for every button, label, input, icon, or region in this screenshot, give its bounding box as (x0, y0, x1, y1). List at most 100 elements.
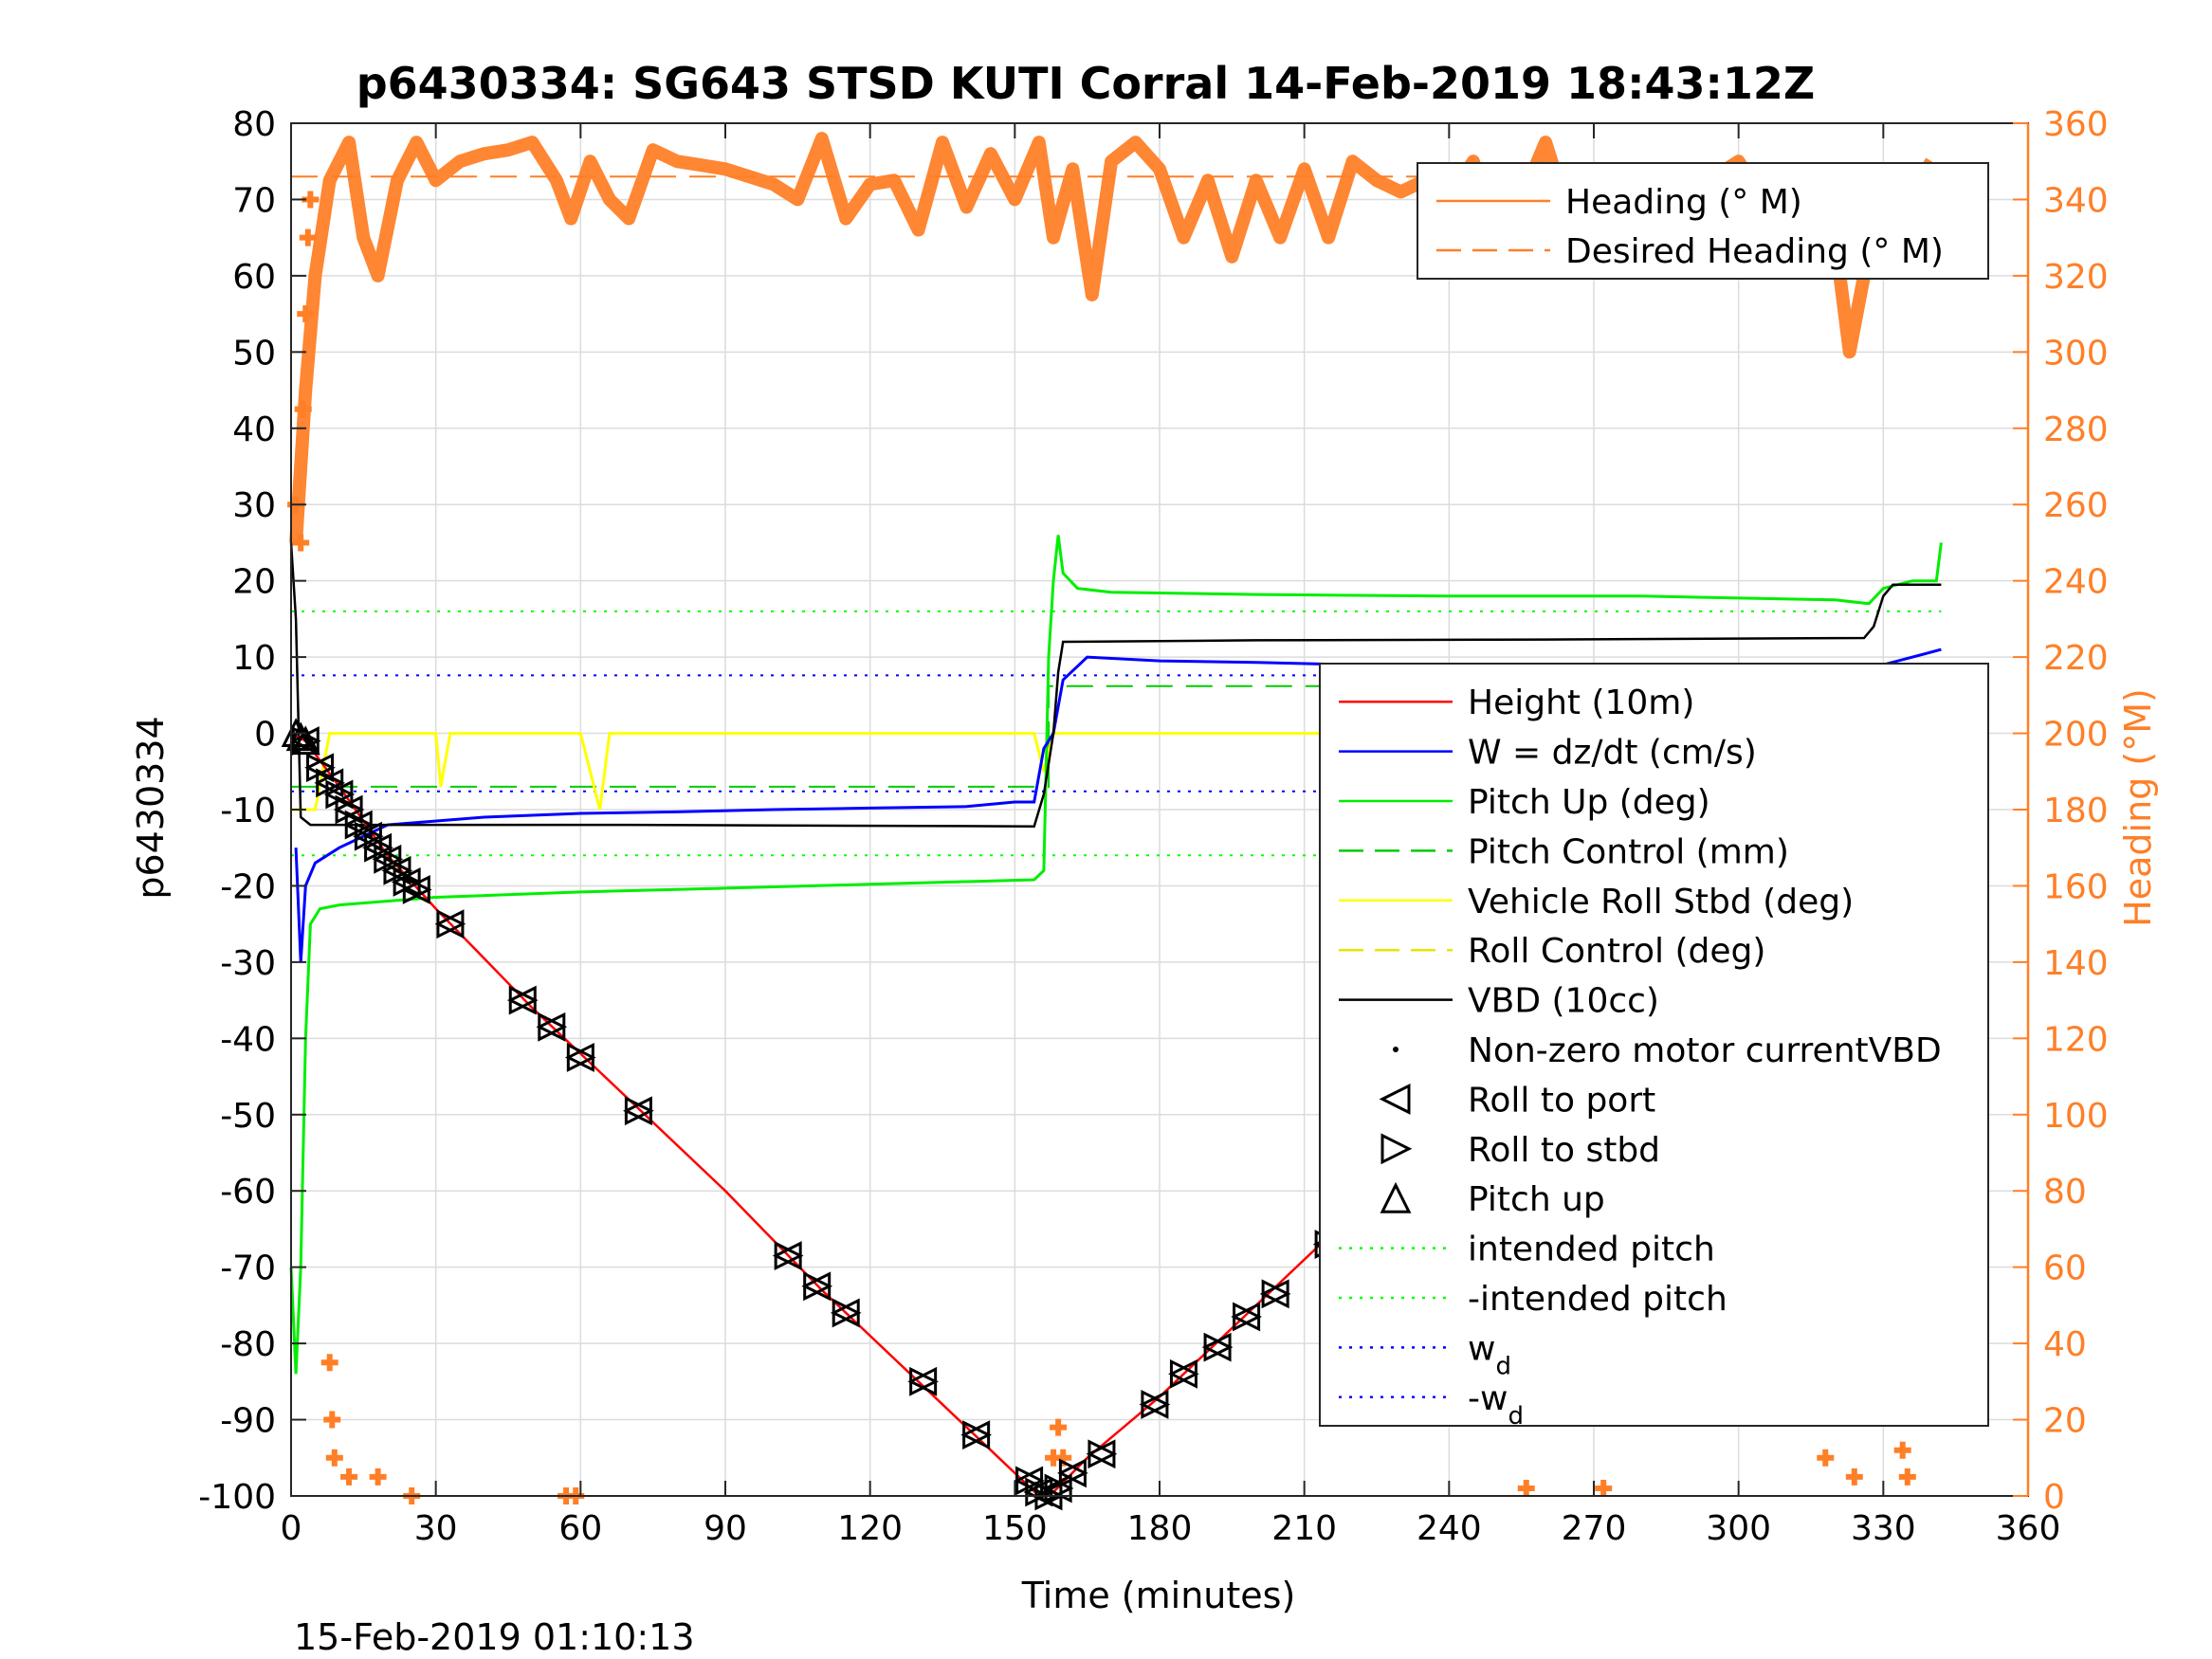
roll-to-stbd-marker (1141, 1390, 1171, 1419)
heading-point (292, 534, 310, 552)
x-tick-label: 270 (1562, 1509, 1627, 1548)
heading-point (325, 1449, 343, 1467)
heading-point (1845, 1468, 1863, 1486)
y2-tick-label: 140 (2043, 944, 2109, 983)
y-tick-label: 40 (232, 410, 276, 449)
x-tick-label: 0 (281, 1509, 302, 1548)
legend-label: Roll to stbd (1468, 1131, 1660, 1170)
legend-label: Roll to port (1468, 1081, 1655, 1120)
chart-title: p6430334: SG643 STSD KUTI Corral 14-Feb-… (356, 58, 1816, 109)
y-tick-label: -90 (220, 1402, 276, 1441)
legend-sample (1380, 1181, 1412, 1213)
y2-tick-label: 240 (2043, 563, 2109, 602)
roll-to-stbd-marker (393, 866, 423, 897)
roll-to-stbd-marker (1044, 1473, 1074, 1504)
x-tick-label: 30 (414, 1509, 458, 1548)
roll-to-stbd-marker (344, 810, 375, 840)
heading-point (1517, 1479, 1535, 1497)
heading-point (340, 1468, 358, 1486)
y2-tick-label: 320 (2043, 258, 2109, 297)
y2-tick-label: 180 (2043, 792, 2109, 830)
roll-to-stbd-marker (1088, 1439, 1118, 1469)
pitch-up-marker (285, 721, 316, 752)
roll-to-stbd-marker (354, 821, 384, 851)
y-tick-label: 0 (254, 716, 276, 755)
y2-tick-label: 80 (2043, 1173, 2087, 1212)
heading-point (1893, 1441, 1911, 1459)
roll-to-stbd-marker (508, 985, 539, 1015)
pitch-up-marker (290, 725, 320, 756)
legend-heading: Heading (° M) Desired Heading (° M) (1417, 162, 1989, 280)
roll-to-stbd-marker (1203, 1332, 1234, 1362)
roll-to-stbd-marker (364, 832, 393, 863)
y2-tick-label: 60 (2043, 1249, 2087, 1288)
y-tick-label: -70 (220, 1249, 276, 1288)
y-tick-label: 30 (232, 486, 276, 525)
pitch-control-line (291, 684, 1942, 788)
roll-to-stbd-marker (538, 1012, 568, 1042)
legend-box (1319, 663, 1989, 1427)
legend-label: W = dz/dt (cm/s) (1468, 734, 1757, 773)
roll-to-stbd-marker (1169, 1358, 1199, 1389)
legend-box (1417, 162, 1989, 280)
y2-tick-label: 260 (2043, 486, 2109, 525)
pitch-series (289, 535, 1943, 1375)
y2-tick-label: 120 (2043, 1020, 2109, 1059)
roll-to-stbd-marker (1015, 1466, 1045, 1496)
roll-to-stbd-marker (1058, 1458, 1088, 1488)
y2-tick-label: 340 (2043, 181, 2109, 220)
roll-to-stbd-marker (335, 794, 365, 825)
x-tick-label: 120 (837, 1509, 903, 1548)
roll-to-stbd-marker (316, 768, 346, 798)
roll-to-stbd-marker (803, 1271, 833, 1302)
y-tick-label: 60 (232, 258, 276, 297)
legend-label: Vehicle Roll Stbd (deg) (1468, 883, 1854, 921)
heading-point (369, 1468, 387, 1486)
y2-tick-label: 220 (2043, 639, 2109, 678)
legend-label: Non-zero motor currentVBD (1468, 1031, 1942, 1070)
legend-label: Desired Heading (° M) (1565, 232, 1944, 271)
y-tick-label: -10 (220, 792, 276, 830)
roll-to-stbd-marker (909, 1366, 939, 1396)
roll-to-stbd-marker (374, 844, 404, 874)
y-tick-label: 80 (232, 105, 276, 144)
legend-label: Pitch Up (deg) (1468, 783, 1710, 822)
roll-to-stbd-marker (566, 1043, 596, 1072)
roll-to-stbd-marker (832, 1298, 862, 1328)
x-tick-label: 180 (1127, 1509, 1193, 1548)
legend-label: -intended pitch (1468, 1280, 1728, 1319)
heading-point (1050, 1418, 1068, 1436)
x-tick-label: 150 (982, 1509, 1048, 1548)
x-tick-label: 90 (704, 1509, 747, 1548)
x-tick-label: 330 (1851, 1509, 1916, 1548)
x-axis-label: Time (minutes) (1021, 1575, 1296, 1616)
footer-timestamp: 15-Feb-2019 01:10:13 (294, 1616, 695, 1658)
y-axis-right: 0 20 40 60 80 100 120 140 160 180 200 220 240 260 280 3… (2013, 105, 2109, 1517)
heading-point (294, 400, 312, 418)
y2-tick-label: 40 (2043, 1325, 2087, 1364)
y2-tick-label: 200 (2043, 716, 2109, 755)
y2-tick-label: 300 (2043, 334, 2109, 373)
y-tick-label: -50 (220, 1097, 276, 1136)
heading-point (320, 1354, 338, 1372)
legend-sample (1393, 1047, 1398, 1052)
y2-tick-label: 100 (2043, 1097, 2109, 1136)
y2-tick-label: 20 (2043, 1402, 2087, 1441)
x-tick-label: 60 (558, 1509, 602, 1548)
heading-point (1595, 1479, 1613, 1497)
y-tick-label: -80 (220, 1325, 276, 1364)
roll-to-stbd-marker (306, 753, 336, 783)
legend-label: Heading (° M) (1565, 183, 1802, 222)
roll-to-stbd-marker (774, 1241, 804, 1271)
y2-tick-label: 0 (2043, 1478, 2065, 1517)
roll-to-stbd-marker (1233, 1302, 1262, 1332)
y2-tick-label: 360 (2043, 105, 2109, 144)
legend-label: Roll Control (deg) (1468, 932, 1765, 971)
legend-label: Height (10m) (1468, 684, 1694, 722)
y-tick-label: 70 (232, 181, 276, 220)
y-tick-label: -100 (198, 1478, 276, 1517)
heading-point (323, 1411, 341, 1429)
roll-to-stbd-marker (624, 1096, 654, 1126)
y-tick-label: 10 (232, 639, 276, 678)
